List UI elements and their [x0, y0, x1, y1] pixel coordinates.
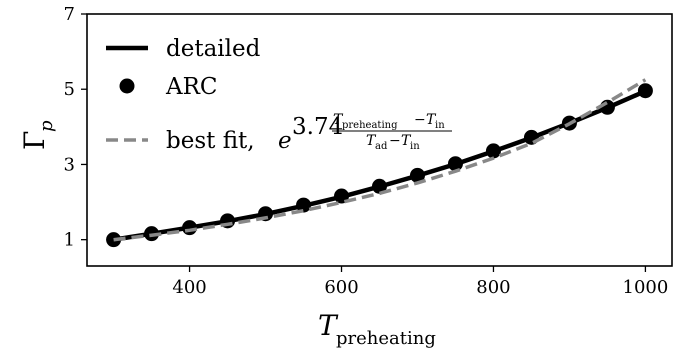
series-layer: [106, 78, 653, 248]
legend-fit-num-sub1: preheating: [342, 120, 398, 131]
series-fit-line: [113, 78, 647, 242]
arc-point: [372, 178, 387, 194]
arc-point: [106, 232, 122, 248]
arc-point: [296, 197, 312, 213]
legend-arc-marker: [119, 78, 135, 94]
x-axis-label-sub: preheating: [336, 328, 436, 349]
x-axis-label-main: T: [318, 309, 339, 342]
y-axis-label: Γ p: [18, 120, 57, 150]
series-detailed-line: [113, 89, 647, 242]
legend-fit-num-t: T: [333, 112, 344, 128]
legend-fit-den-t: T: [366, 133, 377, 149]
legend-fit-den-sub2: in: [410, 141, 420, 152]
y-tick-label: 1: [64, 230, 75, 251]
legend-fit-label: best fit,: [166, 128, 255, 154]
arc-point: [485, 143, 501, 159]
legend-fit-den-minus: −: [389, 133, 401, 149]
legend-fit-den-t2: T: [401, 133, 412, 149]
x-tick-label: 600: [324, 277, 358, 298]
legend-detailed-label: detailed: [166, 36, 261, 62]
legend-fit-e: e: [278, 128, 292, 154]
x-tick-label: 800: [476, 277, 510, 298]
legend: detailed ARC best fit, e 3.74 T preheati…: [106, 36, 452, 154]
legend-fit-num-sub2: in: [435, 120, 445, 131]
y-tick-label: 5: [64, 79, 75, 100]
x-axis-label: T preheating: [318, 309, 436, 349]
legend-fit-fraction: T preheating − T in T ad − T in: [332, 112, 452, 152]
y-axis-label-main: Γ: [18, 131, 51, 150]
arc-point: [409, 167, 425, 183]
y-tick-label: 3: [64, 154, 75, 175]
legend-fit-den-sub1: ad: [375, 141, 388, 152]
arc-point: [637, 83, 653, 99]
arc-point: [447, 156, 463, 172]
y-axis-label-sub: p: [36, 120, 57, 132]
x-tick-label: 400: [172, 277, 206, 298]
legend-fit-coeff: 3.74: [292, 114, 343, 140]
legend-arc-label: ARC: [165, 74, 218, 100]
y-tick-label: 7: [64, 4, 75, 25]
plot-frame: [86, 13, 673, 267]
arc-point: [182, 220, 198, 236]
axis-ticks: 400 600 800 1000 1 3 5 7: [64, 4, 669, 298]
x-tick-label: 1000: [623, 277, 669, 298]
legend-fit-num-minus: −: [414, 112, 426, 128]
legend-fit-num-t2: T: [426, 112, 437, 128]
